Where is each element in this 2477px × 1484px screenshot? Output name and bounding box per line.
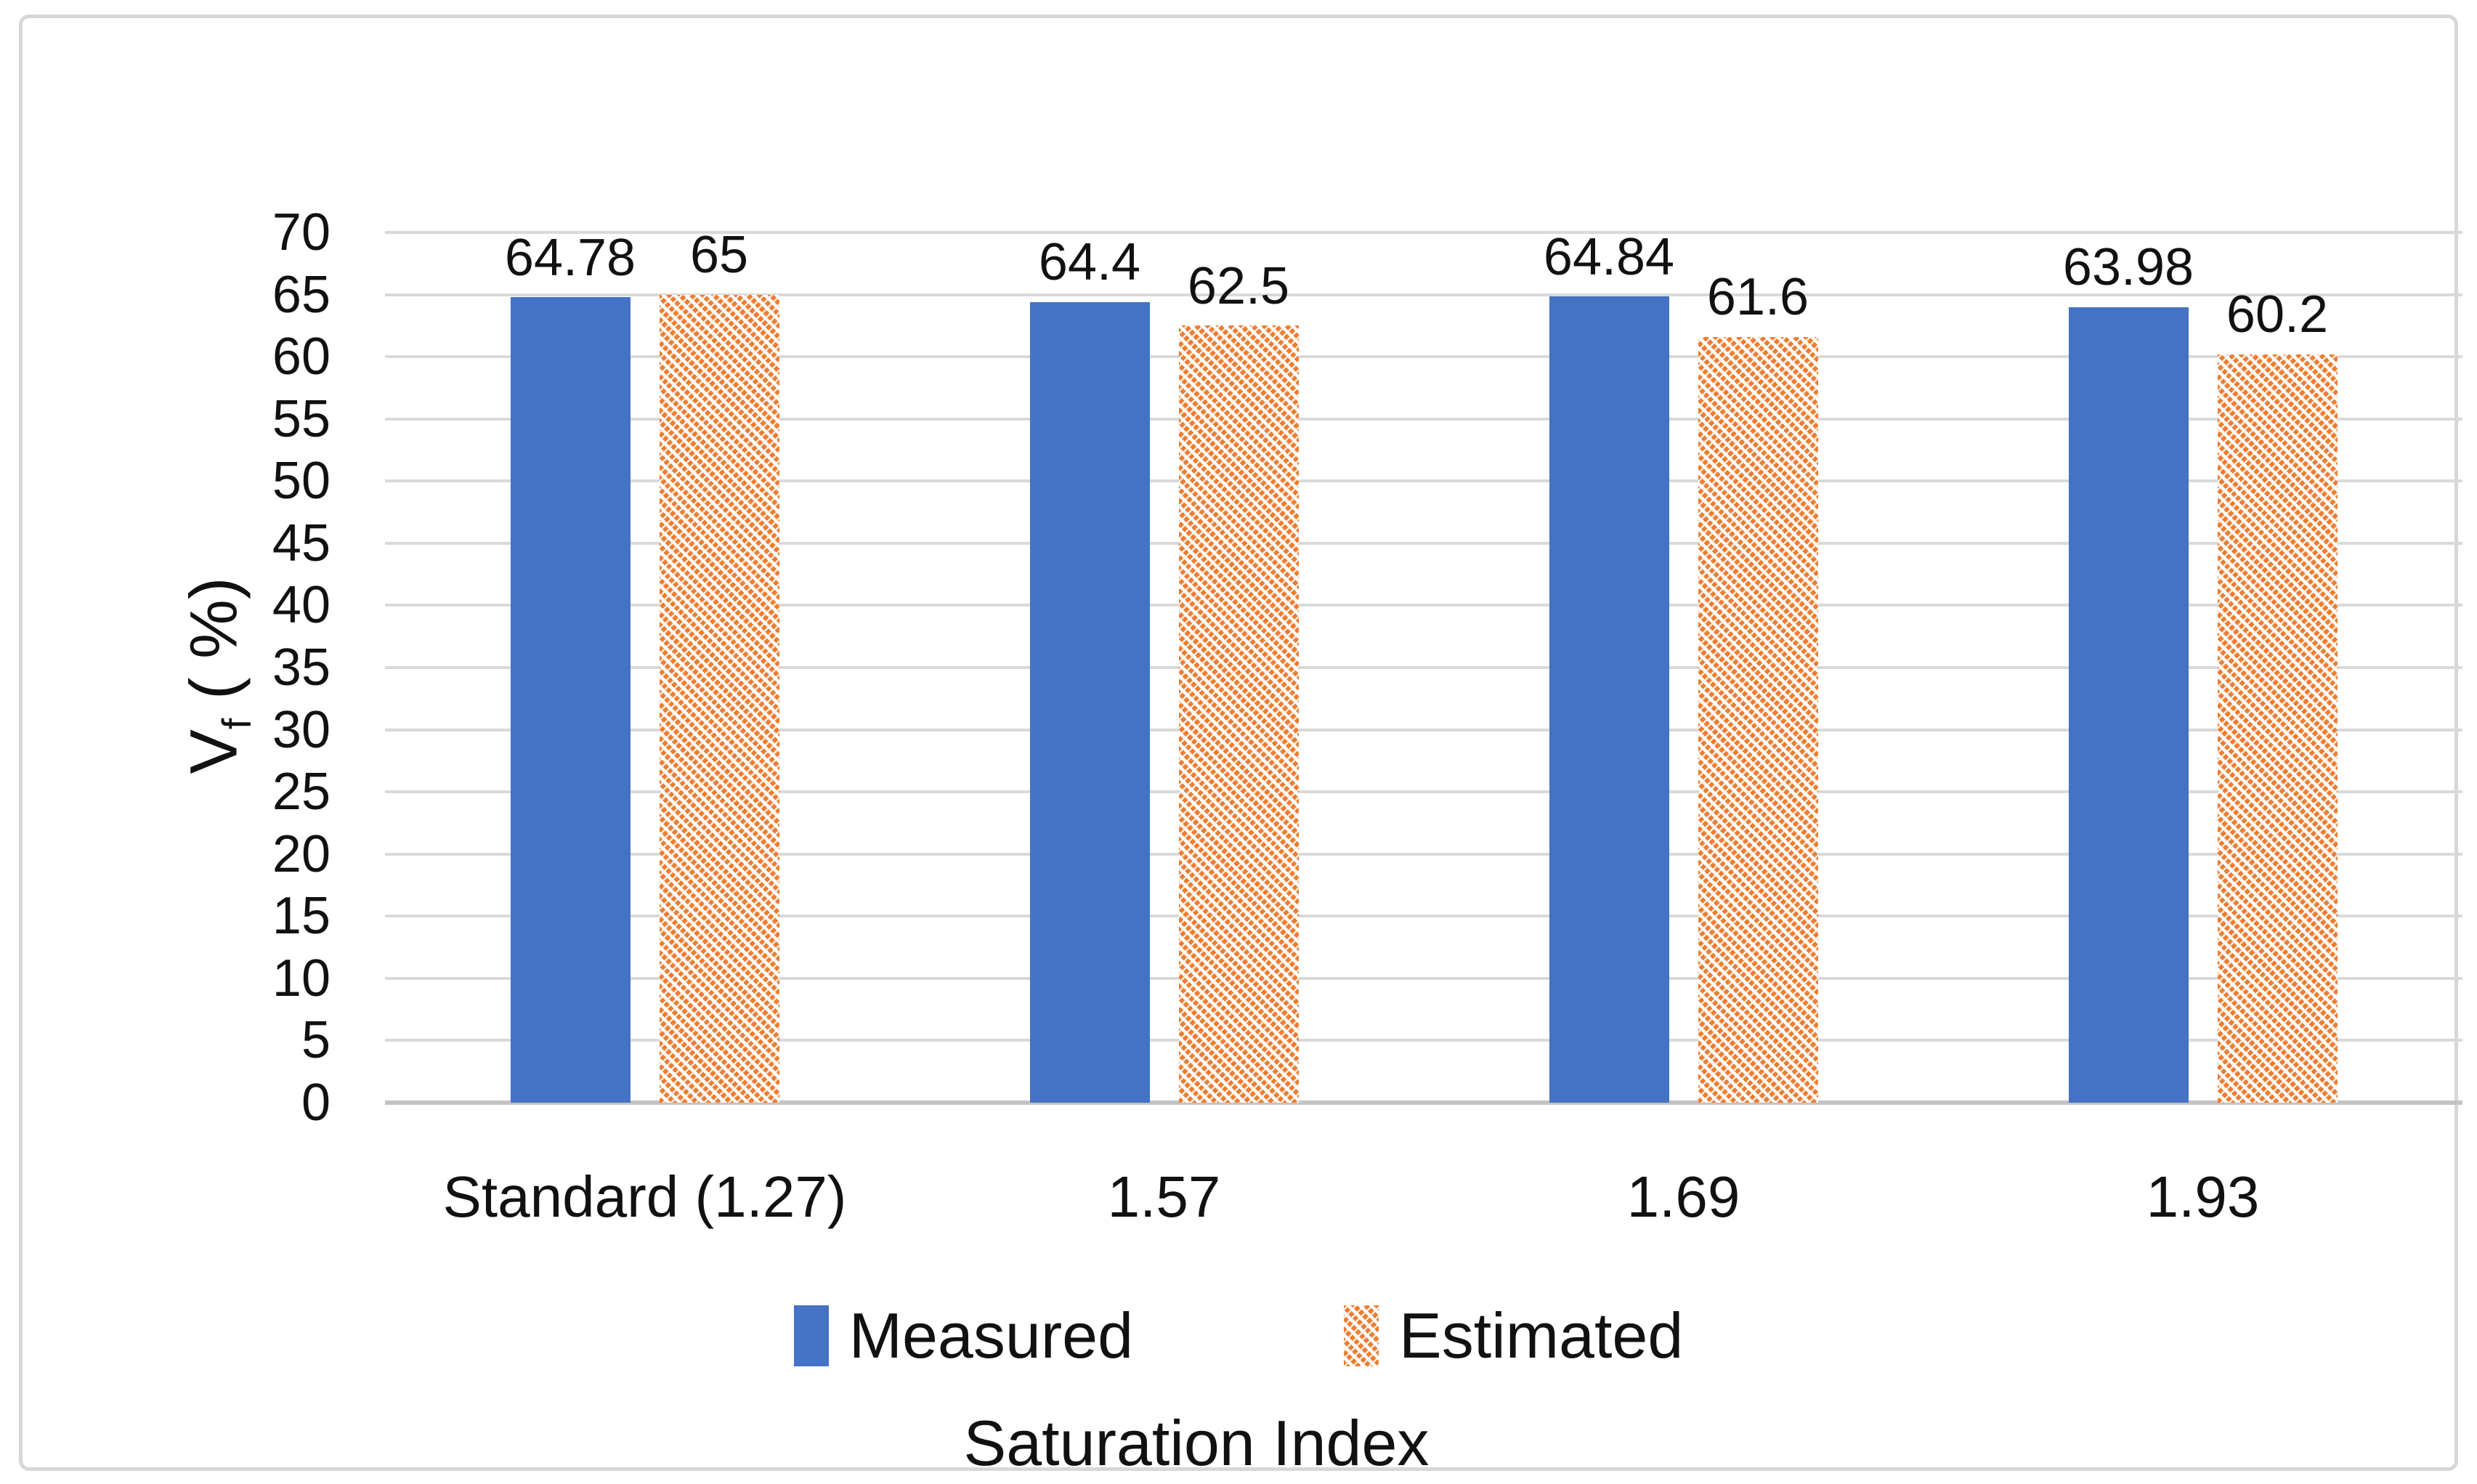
x-category-label-2: 1.69 [1626, 1164, 1740, 1229]
gridline-55 [385, 417, 2462, 421]
bar-measured-3 [2068, 307, 2189, 1103]
bar-measured-0 [510, 297, 631, 1103]
gridline-65 [385, 293, 2462, 296]
y-tick-label-40: 40 [272, 576, 331, 635]
y-tick-label-35: 35 [272, 638, 331, 697]
y-tick-label-45: 45 [272, 514, 331, 572]
legend-swatch-measured-icon [793, 1305, 829, 1366]
legend-item-measured: Measured [793, 1299, 1134, 1373]
bar-estimated-3 [2217, 354, 2338, 1103]
x-axis-category-labels: Standard (1.27) 1.57 1.69 1.93 [385, 1161, 2462, 1233]
data-label-measured-3: 63.98 [2062, 238, 2194, 297]
data-label-estimated-0: 65 [689, 225, 749, 284]
legend-item-estimated: Estimated [1344, 1299, 1683, 1373]
gridline-35 [385, 666, 2462, 669]
y-tick-label-20: 20 [272, 824, 331, 883]
data-label-estimated-2: 61.6 [1706, 268, 1809, 327]
y-axis-tick-labels: 0 5 10 15 20 25 30 35 40 45 50 55 60 65 70 [0, 205, 331, 1130]
data-label-estimated-3: 60.2 [2226, 285, 2329, 344]
y-tick-label-25: 25 [272, 763, 331, 822]
gridline-30 [385, 728, 2462, 731]
bar-measured-1 [1029, 301, 1150, 1103]
y-tick-label-15: 15 [272, 887, 331, 946]
data-label-estimated-1: 62.5 [1187, 256, 1290, 315]
gridline-10 [385, 976, 2462, 980]
x-category-label-0: Standard (1.27) [442, 1164, 847, 1229]
data-label-measured-0: 64.78 [504, 228, 636, 287]
gridline-25 [385, 790, 2462, 794]
data-label-measured-2: 64.84 [1543, 227, 1675, 286]
gridline-50 [385, 479, 2462, 483]
legend-swatch-estimated-icon [1344, 1305, 1379, 1366]
x-category-label-1: 1.57 [1107, 1164, 1221, 1229]
bar-estimated-1 [1178, 325, 1299, 1103]
gridline-40 [385, 604, 2462, 607]
plot-area: 64.78 64.4 64.84 63.98 65 62.5 61.6 60.2 [385, 227, 2462, 1105]
legend-label-estimated: Estimated [1399, 1299, 1684, 1371]
y-tick-label-10: 10 [272, 949, 331, 1007]
y-tick-label-0: 0 [301, 1074, 331, 1132]
legend-label-measured: Measured [848, 1299, 1134, 1371]
bar-measured-2 [1549, 296, 1669, 1103]
x-category-label-3: 1.93 [2146, 1164, 2260, 1229]
gridline-70 [385, 231, 2462, 234]
y-tick-label-30: 30 [272, 700, 331, 759]
gridline-15 [385, 915, 2462, 918]
gridline-45 [385, 541, 2462, 545]
gridline-20 [385, 852, 2462, 856]
legend: Measured Estimated [0, 1299, 2477, 1373]
gridline-5 [385, 1039, 2462, 1042]
gridline-60 [385, 355, 2462, 359]
x-axis-title: Saturation Index [963, 1407, 1430, 1479]
data-label-measured-1: 64.4 [1038, 233, 1141, 292]
y-tick-label-55: 55 [272, 389, 331, 448]
y-tick-label-60: 60 [272, 328, 331, 386]
y-tick-label-65: 65 [272, 265, 331, 324]
bar-estimated-2 [1698, 336, 1818, 1103]
y-tick-label-50: 50 [272, 452, 331, 511]
y-tick-label-5: 5 [301, 1011, 331, 1070]
bar-estimated-0 [659, 294, 779, 1103]
x-axis-line [385, 1100, 2462, 1105]
y-tick-label-70: 70 [272, 203, 331, 261]
